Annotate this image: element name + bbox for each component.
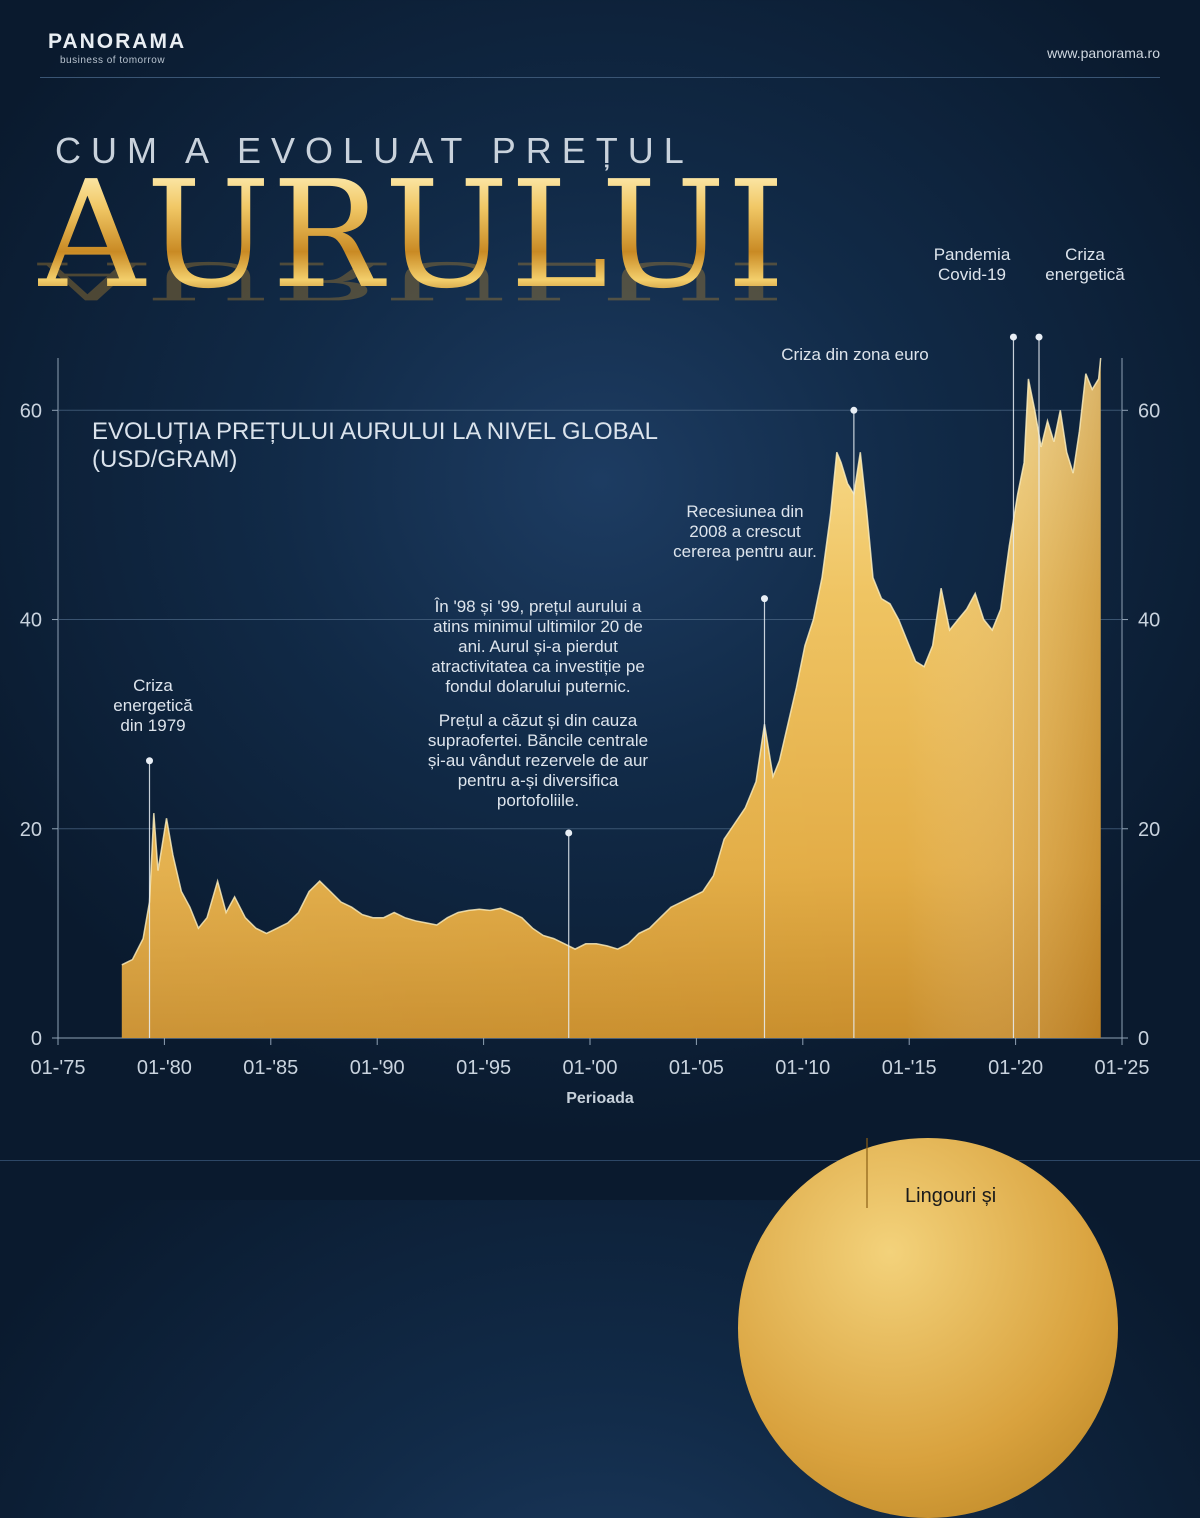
footer-divider bbox=[0, 1160, 1200, 1161]
annotation-line-text: cererea pentru aur. bbox=[673, 542, 817, 561]
title-line-2: AURULUI bbox=[38, 149, 787, 321]
annotation-pandemia: Pandemia Covid-19 bbox=[822, 245, 1122, 285]
x-tick-label-1995: 01-'95 bbox=[456, 1057, 511, 1079]
chart-heading-line-1: EVOLUȚIA PREȚULUI AURULUI LA NIVEL GLOBA… bbox=[92, 418, 658, 445]
annotation-line-text: fondul dolarului puternic. bbox=[445, 677, 631, 696]
y-tick-label-right-60: 60 bbox=[1138, 400, 1160, 422]
annotation-criza-energetica: Criza energetică bbox=[935, 245, 1200, 285]
x-axis-label: Perioada bbox=[566, 1090, 634, 1107]
x-tick-label-2005: 01-'05 bbox=[669, 1057, 724, 1079]
logo[interactable]: PANORAMA business of tomorrow bbox=[48, 30, 186, 66]
price-line bbox=[121, 357, 1102, 966]
y-tick-label-left-0: 0 bbox=[31, 1028, 42, 1050]
x-tick-label-2015: 01-'15 bbox=[882, 1057, 937, 1079]
annotation-line-text: Pandemia bbox=[933, 245, 1011, 264]
annotation-line-text: și-au vândut rezervele de aur bbox=[427, 751, 649, 770]
annotation-line-text: Recesiunea din bbox=[686, 502, 804, 521]
logo-tagline: business of tomorrow bbox=[60, 55, 166, 66]
x-tick-label-1980: 01-'80 bbox=[137, 1057, 192, 1079]
gold-price-chart: 0 0 20 20 40 40 60 60 01-'75 01-'80 01-'85 01-'90 01… bbox=[20, 333, 1160, 1079]
annotation-criza-euro: Criza din zona euro bbox=[705, 345, 1005, 365]
x-tick-label-1990: 01-'90 bbox=[350, 1057, 405, 1079]
annotation-line-text: atractivitatea ca investiție pe bbox=[431, 657, 645, 676]
annotation-line-text: energetică bbox=[113, 696, 193, 715]
annotation-line-text bbox=[388, 697, 688, 711]
annotation-line-text: din 1979 bbox=[120, 716, 186, 735]
title-line-1: CUM A EVOLUAT PREȚUL bbox=[55, 130, 694, 171]
x-tick-label-2025: 01-'25 bbox=[1095, 1057, 1150, 1079]
annotation-criza-1979: Criza energetică din 1979 bbox=[3, 676, 303, 736]
price-area-shading bbox=[121, 358, 1101, 1038]
annotation-line-text: supraofertei. Băncile centrale bbox=[427, 731, 649, 750]
annotation-dot-criza-euro bbox=[850, 406, 858, 414]
x-tick-label-2010: 01-'10 bbox=[775, 1057, 830, 1079]
annotation-dot-criza-1979 bbox=[146, 757, 154, 765]
y-tick-label-left-60: 60 bbox=[20, 400, 42, 422]
annotation-line-text: energetică bbox=[1045, 265, 1125, 284]
chart-heading-line-2: (USD/GRAM) bbox=[92, 446, 238, 473]
annotation-minim-98-99: În '98 și '99, prețul aurului a atins min… bbox=[388, 597, 688, 811]
y-tick-label-right-0: 0 bbox=[1138, 1028, 1149, 1050]
pie-teaser-label: Lingouri și bbox=[905, 1185, 997, 1207]
pie-slice-divider bbox=[866, 1138, 868, 1208]
annotation-line-text: Criza din zona euro bbox=[781, 345, 929, 364]
annotation-line-text: pentru a-și diversifica bbox=[457, 771, 619, 790]
annotation-line-text: atins minimul ultimilor 20 de bbox=[433, 617, 643, 636]
annotation-line-text: ani. Aurul și-a pierdut bbox=[458, 637, 618, 656]
annotation-dot-recesiune-2008 bbox=[760, 595, 768, 603]
x-tick-label-2000: 01-'00 bbox=[563, 1057, 618, 1079]
website-link[interactable]: www.panorama.ro bbox=[1047, 45, 1160, 61]
annotation-line-text: În '98 și '99, prețul aurului a bbox=[434, 597, 642, 616]
y-tick-label-left-20: 20 bbox=[20, 819, 42, 841]
x-tick-label-2020: 01-'20 bbox=[988, 1057, 1043, 1079]
y-tick-label-left-40: 40 bbox=[20, 610, 42, 632]
y-tick-label-right-40: 40 bbox=[1138, 610, 1160, 632]
annotation-line-text: portofoliile. bbox=[496, 791, 580, 810]
x-tick-label-1985: 01-'85 bbox=[243, 1057, 298, 1079]
chart-heading: EVOLUȚIA PREȚULUI AURULUI LA NIVEL GLOBA… bbox=[92, 418, 792, 474]
y-tick-label-right-20: 20 bbox=[1138, 819, 1160, 841]
annotation-dot-pandemia bbox=[1009, 333, 1017, 341]
annotation-line-text: 2008 a crescut bbox=[689, 522, 801, 541]
annotation-line-text: Covid-19 bbox=[937, 265, 1007, 284]
annotation-dot-criza-energetica bbox=[1035, 333, 1043, 341]
logo-name: PANORAMA bbox=[48, 30, 187, 53]
header-divider bbox=[40, 77, 1160, 78]
annotation-recesiune-2008: Recesiunea din 2008 a crescut cererea pent… bbox=[595, 502, 895, 562]
annotation-line-text: Prețul a căzut și din cauza bbox=[438, 711, 638, 730]
annotation-dot-minim-98-99 bbox=[565, 829, 573, 837]
annotation-line-text: Criza bbox=[1065, 245, 1105, 264]
x-tick-label-1975: 01-'75 bbox=[31, 1057, 86, 1079]
annotation-line-text: Criza bbox=[133, 676, 173, 695]
